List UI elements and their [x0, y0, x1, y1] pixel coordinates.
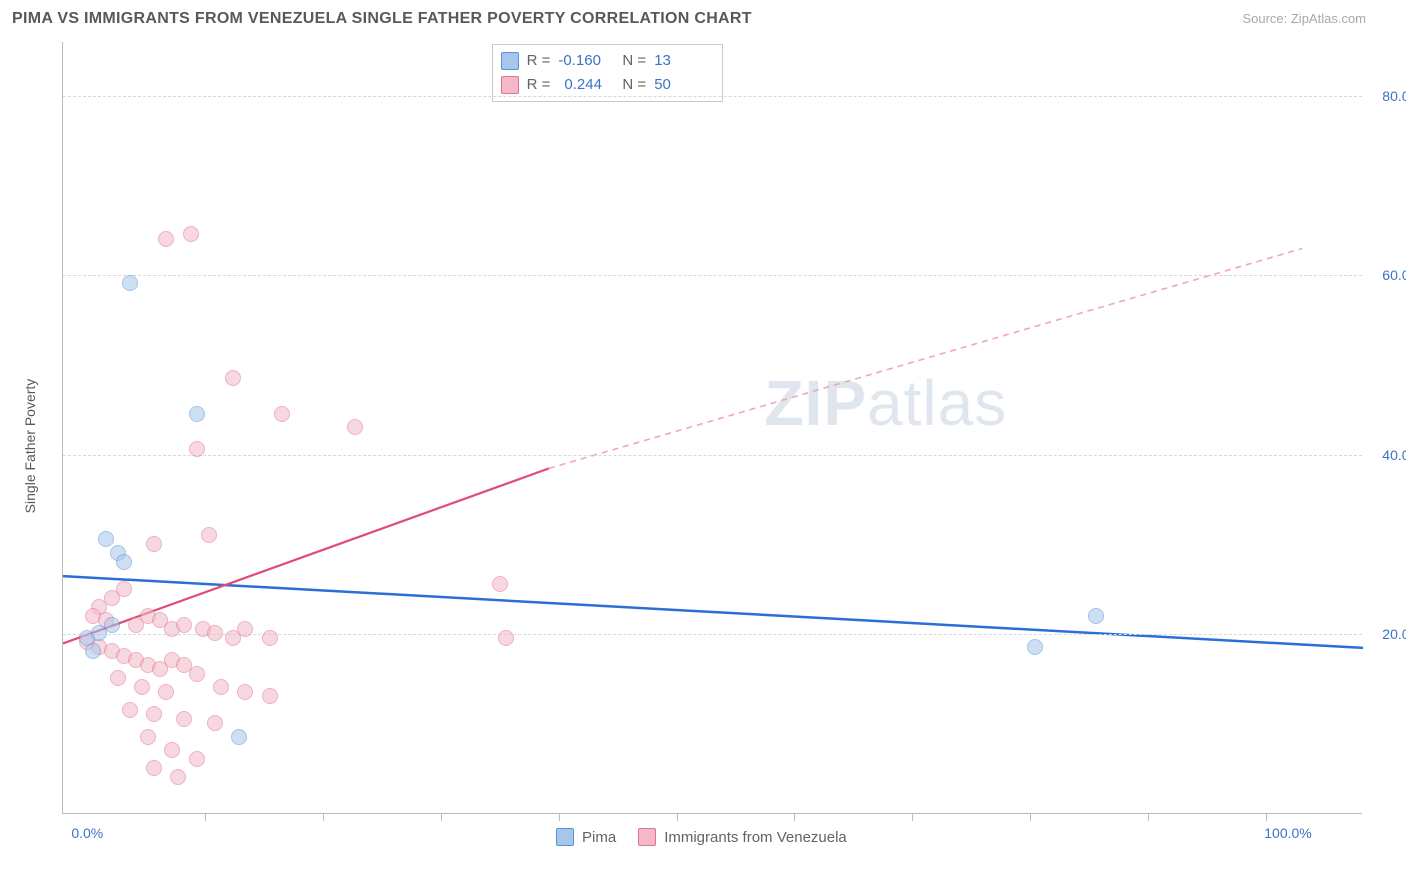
r-value-venezuela: 0.244: [558, 73, 614, 97]
trend-lines: [63, 42, 1363, 814]
x-tick: [559, 813, 560, 821]
data-point-pima: [98, 531, 114, 547]
data-point-pima: [116, 554, 132, 570]
swatch-pima: [556, 828, 574, 846]
x-tick: [441, 813, 442, 821]
stat-row-venezuela: R = 0.244 N = 50: [501, 73, 711, 97]
data-point-venezuela: [189, 751, 205, 767]
trend-line: [63, 576, 1363, 648]
data-point-venezuela: [164, 742, 180, 758]
data-point-venezuela: [207, 715, 223, 731]
x-tick: [1266, 813, 1267, 821]
data-point-venezuela: [213, 679, 229, 695]
series-legend: Pima Immigrants from Venezuela: [556, 828, 847, 846]
data-point-venezuela: [140, 729, 156, 745]
swatch-pima: [501, 52, 519, 70]
r-label: R =: [527, 49, 551, 73]
gridline-h: [63, 275, 1362, 276]
y-tick-label: 40.0%: [1382, 447, 1406, 463]
swatch-venezuela: [638, 828, 656, 846]
x-tick: [205, 813, 206, 821]
data-point-pima: [1027, 639, 1043, 655]
data-point-venezuela: [189, 441, 205, 457]
x-tick: [323, 813, 324, 821]
correlation-legend: R = -0.160 N = 13 R = 0.244 N = 50: [492, 44, 724, 102]
data-point-venezuela: [262, 630, 278, 646]
legend-label-pima: Pima: [582, 829, 616, 846]
plot-region: ZIPatlas R = -0.160 N = 13 R = 0.244 N =…: [62, 42, 1362, 814]
data-point-venezuela: [116, 581, 132, 597]
data-point-venezuela: [237, 684, 253, 700]
data-point-venezuela: [262, 688, 278, 704]
data-point-pima: [231, 729, 247, 745]
data-point-venezuela: [183, 226, 199, 242]
y-tick-label: 20.0%: [1382, 626, 1406, 642]
data-point-pima: [189, 406, 205, 422]
data-point-venezuela: [110, 670, 126, 686]
n-label: N =: [622, 49, 646, 73]
r-label: R =: [527, 73, 551, 97]
n-value-pima: 13: [654, 49, 710, 73]
source-label: Source: ZipAtlas.com: [1242, 11, 1366, 26]
data-point-venezuela: [176, 617, 192, 633]
data-point-pima: [85, 643, 101, 659]
data-point-pima: [1088, 608, 1104, 624]
data-point-pima: [122, 275, 138, 291]
gridline-h: [63, 96, 1362, 97]
legend-item-venezuela: Immigrants from Venezuela: [638, 828, 847, 846]
data-point-venezuela: [158, 684, 174, 700]
data-point-venezuela: [170, 769, 186, 785]
legend-label-venezuela: Immigrants from Venezuela: [664, 829, 847, 846]
n-value-venezuela: 50: [654, 73, 710, 97]
gridline-h: [63, 634, 1362, 635]
y-axis-label: Single Father Poverty: [22, 379, 38, 514]
x-axis-label-left: 0.0%: [71, 825, 103, 841]
x-tick: [1030, 813, 1031, 821]
x-tick: [1148, 813, 1149, 821]
chart-area: Single Father Poverty ZIPatlas R = -0.16…: [12, 36, 1366, 856]
data-point-venezuela: [225, 370, 241, 386]
data-point-venezuela: [189, 666, 205, 682]
data-point-pima: [104, 617, 120, 633]
stat-row-pima: R = -0.160 N = 13: [501, 49, 711, 73]
data-point-venezuela: [158, 231, 174, 247]
data-point-venezuela: [146, 760, 162, 776]
r-value-pima: -0.160: [558, 49, 614, 73]
chart-title: PIMA VS IMMIGRANTS FROM VENEZUELA SINGLE…: [12, 10, 752, 28]
swatch-venezuela: [501, 76, 519, 94]
data-point-venezuela: [207, 625, 223, 641]
x-tick: [677, 813, 678, 821]
y-tick-label: 60.0%: [1382, 267, 1406, 283]
data-point-venezuela: [122, 702, 138, 718]
x-tick: [912, 813, 913, 821]
y-tick-label: 80.0%: [1382, 88, 1406, 104]
data-point-venezuela: [146, 706, 162, 722]
gridline-h: [63, 455, 1362, 456]
data-point-venezuela: [347, 419, 363, 435]
legend-item-pima: Pima: [556, 828, 616, 846]
data-point-venezuela: [176, 711, 192, 727]
trend-line: [549, 248, 1302, 468]
data-point-venezuela: [134, 679, 150, 695]
x-axis-label-right: 100.0%: [1264, 825, 1311, 841]
x-tick: [794, 813, 795, 821]
data-point-venezuela: [498, 630, 514, 646]
chart-header: PIMA VS IMMIGRANTS FROM VENEZUELA SINGLE…: [0, 0, 1406, 36]
data-point-venezuela: [274, 406, 290, 422]
data-point-venezuela: [146, 536, 162, 552]
data-point-venezuela: [201, 527, 217, 543]
data-point-venezuela: [492, 576, 508, 592]
data-point-venezuela: [237, 621, 253, 637]
n-label: N =: [622, 73, 646, 97]
